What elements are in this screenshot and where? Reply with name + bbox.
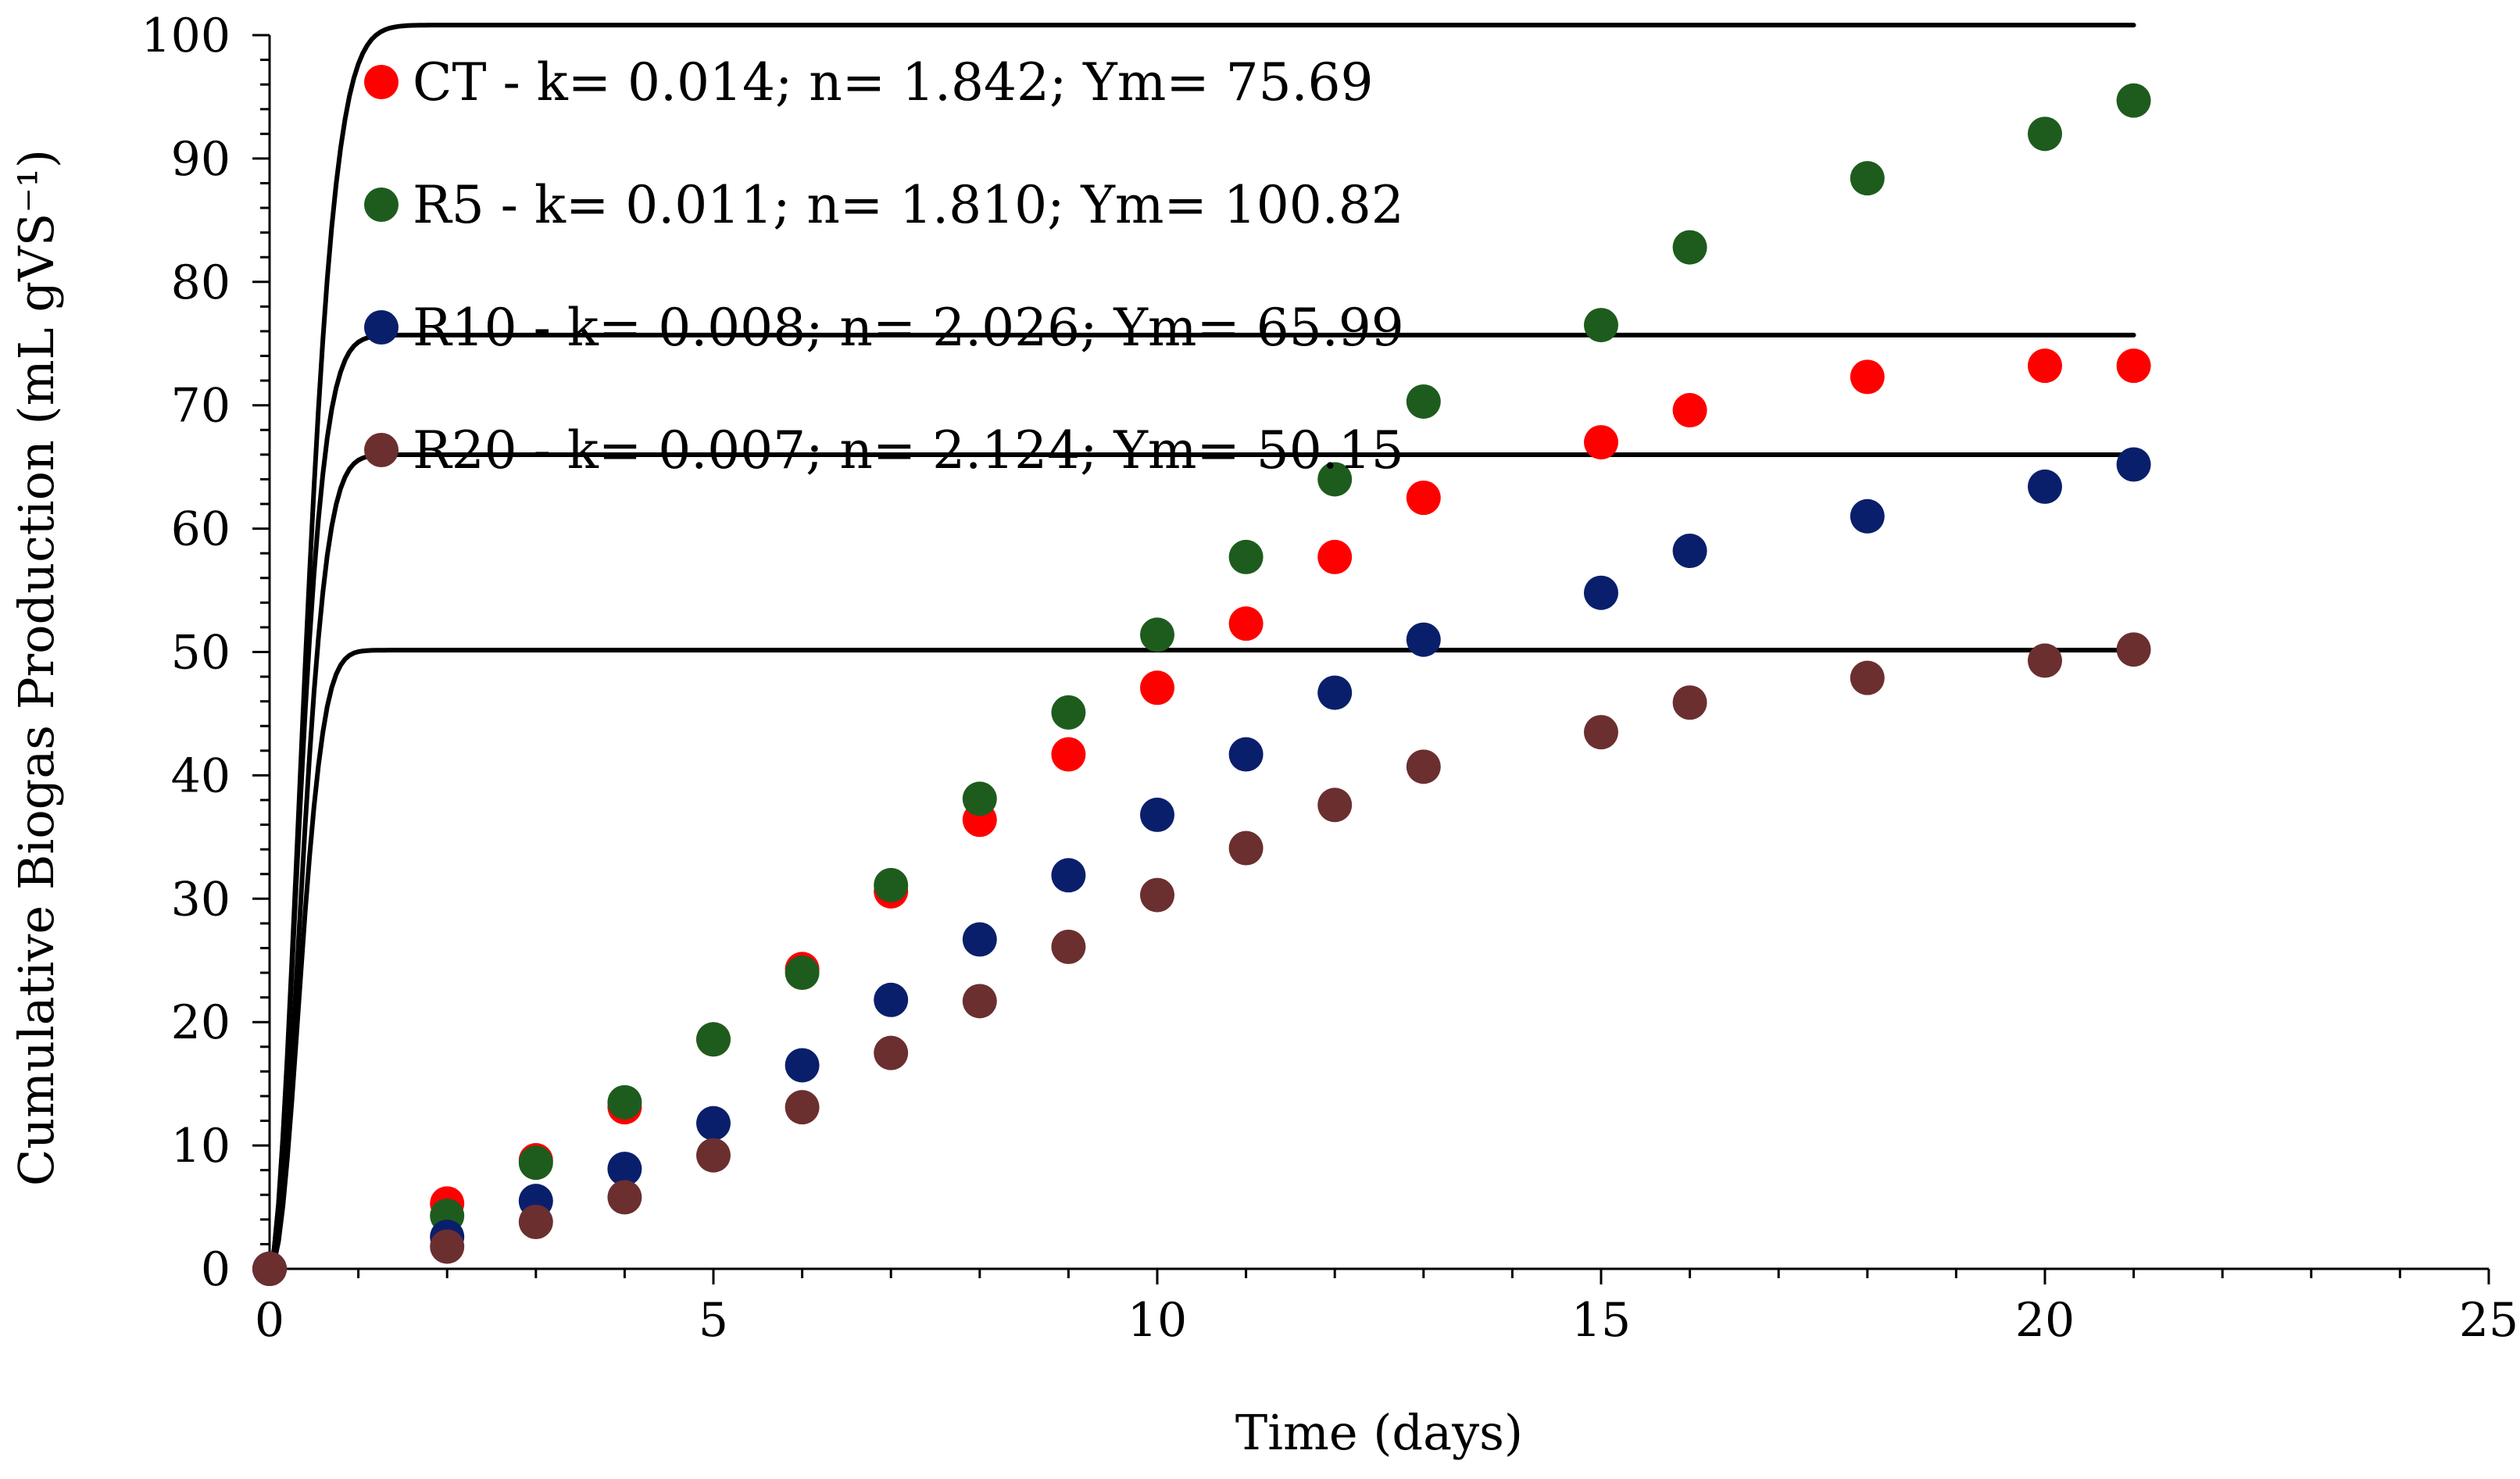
point-r10 (1406, 622, 1441, 657)
point-r10 (1317, 675, 1353, 710)
point-r5 (518, 1145, 553, 1181)
fit-line-r5 (267, 23, 2136, 1271)
legend-label-ct: CT - k= 0.014; n= 1.842; Ym= 75.69 (413, 52, 1374, 113)
point-r20 (1406, 749, 1441, 784)
point-r10 (1672, 534, 1707, 569)
y-tick-label: 90 (171, 132, 231, 187)
point-ct (2028, 348, 2062, 384)
x-tick-label: 20 (2015, 1293, 2075, 1348)
point-r20 (696, 1138, 731, 1173)
point-r10 (2116, 447, 2151, 482)
legend-marker-r10 (364, 310, 399, 345)
y-axis-title: Cumulative Biogas Production (mL gVS⁻¹) (8, 149, 65, 1186)
point-r20 (607, 1180, 642, 1215)
point-r20 (1584, 715, 1618, 750)
y-tick-label: 30 (171, 872, 231, 927)
fit-line-r20 (267, 648, 2136, 1271)
point-r20 (962, 984, 997, 1019)
fit-line-ct (267, 332, 2136, 1271)
point-r20 (1051, 929, 1086, 964)
legend: CT - k= 0.014; n= 1.842; Ym= 75.69 R5 - k… (364, 52, 1404, 480)
y-tick-label: 50 (171, 626, 231, 681)
point-r20 (874, 1035, 909, 1070)
x-tick-label: 25 (2459, 1293, 2518, 1348)
point-ct (1140, 670, 1174, 706)
point-r20 (1850, 660, 1885, 695)
legend-marker-r5 (364, 188, 399, 222)
legend-label-r5: R5 - k= 0.011; n= 1.810; Ym= 100.82 (413, 175, 1404, 235)
point-r5 (962, 781, 997, 816)
data-points (252, 83, 2151, 1286)
point-r10 (1850, 498, 1885, 534)
y-tick-label: 100 (141, 9, 231, 63)
point-ct (1051, 737, 1086, 772)
point-r20 (2116, 632, 2151, 667)
y-tick-label: 70 (171, 379, 231, 434)
point-r10 (785, 1048, 820, 1083)
x-axis-ticks: 0 5 10 15 20 25 (255, 1269, 2518, 1348)
point-r5 (607, 1084, 642, 1120)
point-r20 (1140, 877, 1174, 913)
x-tick-label: 5 (699, 1293, 728, 1348)
y-tick-label: 60 (171, 502, 231, 557)
point-r20 (2028, 643, 2062, 678)
point-r5 (1584, 308, 1618, 343)
point-ct (1672, 393, 1707, 428)
legend-label-r20: R20 - k= 0.007; n= 2.124; Ym= 50.15 (413, 420, 1404, 480)
point-r10 (1228, 737, 1264, 772)
point-r10 (2028, 469, 2062, 504)
x-tick-label: 0 (255, 1293, 284, 1348)
point-r5 (1228, 539, 1264, 574)
point-r20 (1672, 685, 1707, 720)
point-r5 (1140, 617, 1174, 652)
point-ct (1228, 606, 1264, 641)
point-r20 (1228, 831, 1264, 866)
point-r10 (962, 922, 997, 957)
point-r5 (1672, 230, 1707, 265)
point-r10 (1140, 797, 1174, 832)
x-tick-label: 10 (1128, 1293, 1187, 1348)
point-ct (1406, 480, 1441, 516)
y-axis-ticks: 0 10 20 30 40 50 60 70 80 90 100 (141, 9, 270, 1297)
x-tick-label: 15 (1571, 1293, 1631, 1348)
point-ct (2116, 348, 2151, 384)
point-r10 (607, 1152, 642, 1187)
y-tick-label: 40 (171, 748, 231, 803)
y-tick-label: 20 (171, 995, 231, 1050)
fit-curves (267, 23, 2136, 1271)
point-r5 (874, 867, 909, 902)
fit-line-r10 (267, 452, 2136, 1271)
y-tick-label: 10 (171, 1119, 231, 1174)
point-ct (1317, 539, 1353, 574)
point-r5 (1051, 695, 1086, 730)
point-r20 (785, 1090, 820, 1125)
legend-label-r10: R10 - k= 0.008; n= 2.026; Ym= 65.99 (413, 298, 1404, 358)
point-ct (1850, 359, 1885, 395)
point-r10 (874, 982, 909, 1017)
point-r5 (1317, 462, 1353, 497)
y-tick-label: 0 (201, 1242, 231, 1297)
point-r5 (696, 1022, 731, 1057)
point-r5 (1850, 161, 1885, 196)
x-axis-title: Time (days) (1235, 1404, 1523, 1461)
point-r5 (1406, 384, 1441, 419)
point-r20 (1317, 788, 1353, 823)
point-r20 (430, 1229, 465, 1264)
legend-marker-r20 (364, 433, 399, 467)
axes: 0 5 10 15 20 25 0 10 20 30 40 50 60 70 80 90 100 (141, 9, 2518, 1348)
point-r20 (518, 1204, 553, 1239)
point-r10 (1051, 858, 1086, 893)
point-r10 (696, 1106, 731, 1141)
legend-marker-ct (364, 65, 399, 99)
point-r5 (2028, 116, 2062, 152)
point-r5 (785, 956, 820, 991)
y-tick-label: 80 (171, 255, 231, 310)
point-ct (1584, 425, 1618, 460)
point-r5 (2116, 83, 2151, 118)
point-r20 (252, 1252, 287, 1286)
point-r10 (1584, 575, 1618, 610)
